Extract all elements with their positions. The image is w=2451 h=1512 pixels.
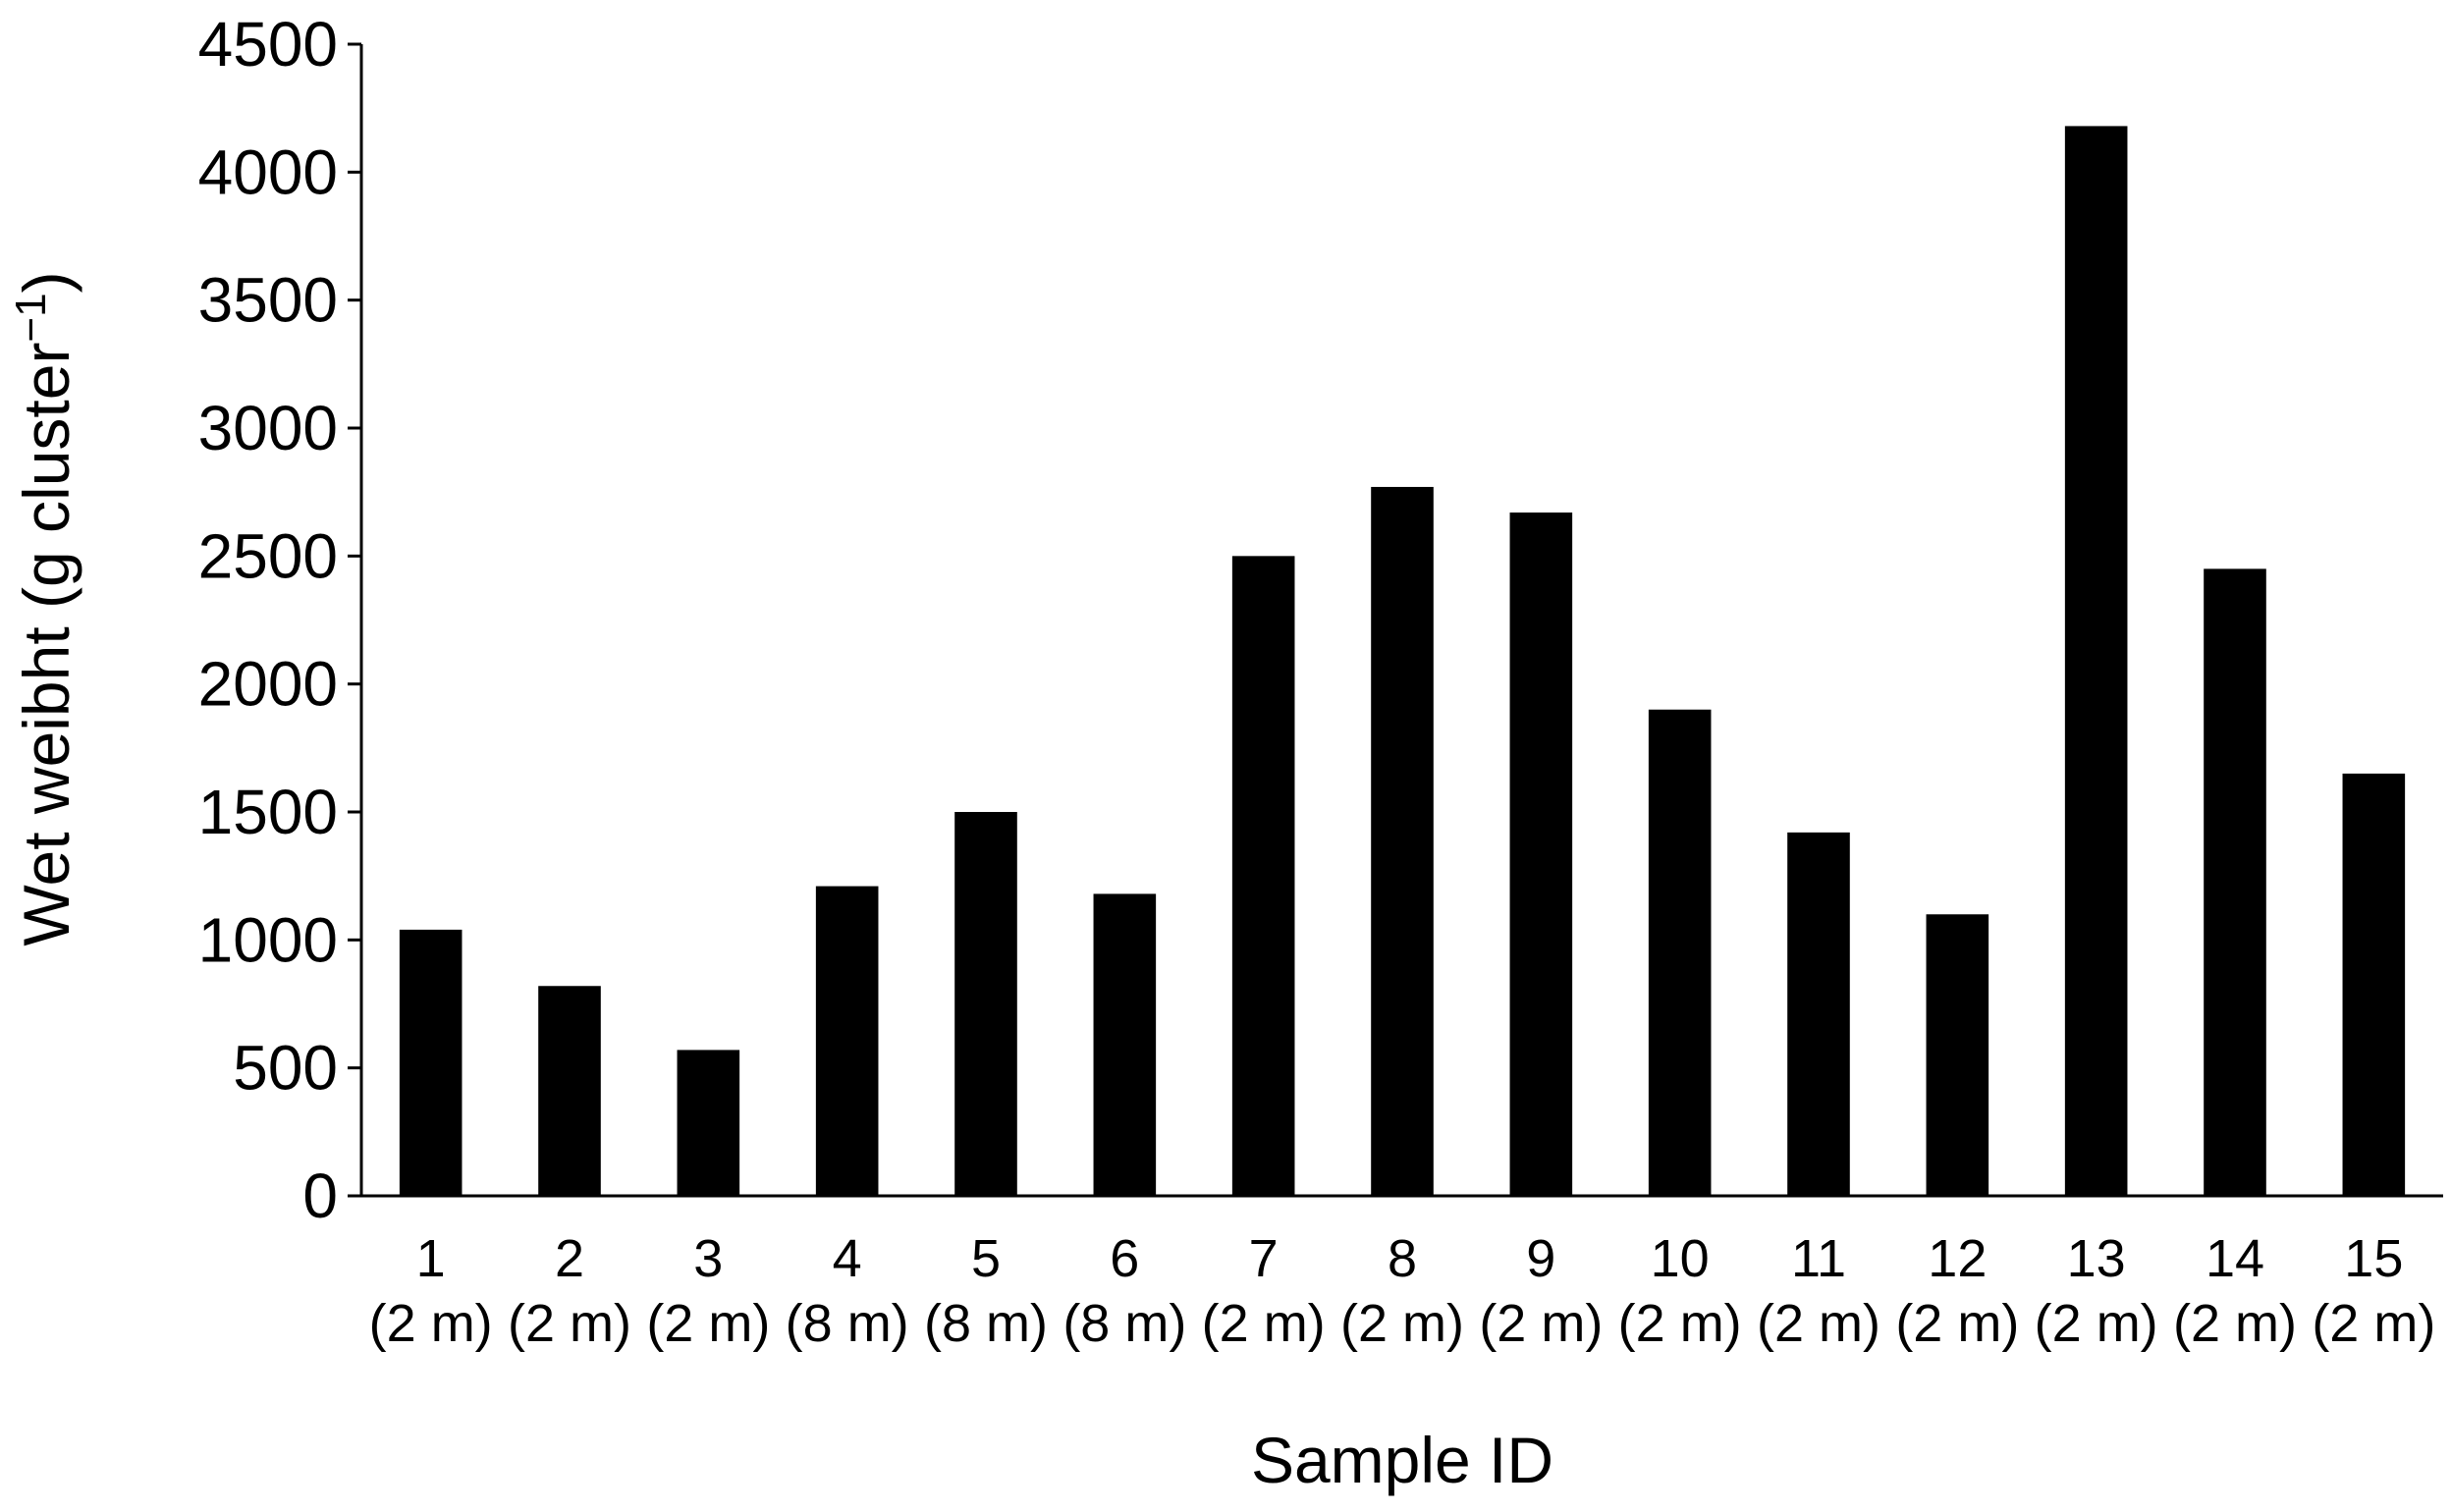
x-tick-label: 1 [416, 1229, 446, 1288]
bar-sample-4 [815, 886, 879, 1196]
x-tick-label: 11 [1791, 1229, 1846, 1288]
bar-sample-8 [1371, 486, 1434, 1196]
x-tick-label: 14 [2206, 1229, 2264, 1288]
x-tick-sublabel: (2 m) [508, 1294, 631, 1353]
bar-sample-2 [538, 986, 601, 1196]
bars [399, 126, 2406, 1196]
y-tick-label: 2000 [198, 649, 338, 720]
bar-sample-11 [1787, 832, 1850, 1196]
x-axis-title: Sample ID [1251, 1424, 1553, 1496]
x-tick-label: 9 [1526, 1229, 1555, 1288]
x-tick-label: 6 [1110, 1229, 1139, 1288]
x-tick-label: 12 [1928, 1229, 1987, 1288]
y-axis: 0 500 1000 1500 2000 2500 3000 3500 4000 4500 [198, 9, 363, 1231]
bar-sample-9 [1509, 513, 1573, 1196]
y-tick-label: 4000 [198, 136, 338, 207]
x-tick-sublabel: (2 m) [646, 1294, 770, 1353]
bar-sample-6 [1093, 893, 1157, 1196]
x-tick-label: 13 [2067, 1229, 2126, 1288]
x-tick-sublabel: (8 m) [1062, 1294, 1186, 1353]
x-tick-label: 7 [1249, 1229, 1279, 1288]
bar-sample-3 [677, 1050, 740, 1196]
x-tick-sublabel: (2 m) [1340, 1294, 1464, 1353]
y-tick-label: 3500 [198, 265, 338, 336]
bar-sample-12 [1926, 914, 1989, 1196]
y-tick-label: 1500 [198, 777, 338, 847]
x-tick-label: 15 [2344, 1229, 2403, 1288]
x-tick-sublabel: (2 m) [2312, 1294, 2435, 1353]
x-tick-label: 10 [1651, 1229, 1710, 1288]
y-tick-label: 1000 [198, 904, 338, 975]
x-tick-label: 5 [971, 1229, 1001, 1288]
x-tick-sublabel: (8 m) [786, 1294, 909, 1353]
x-tick-label: 8 [1388, 1229, 1417, 1288]
x-tick-sublabel: (2 m) [369, 1294, 493, 1353]
bar-sample-7 [1231, 556, 1295, 1196]
y-tick-label: 3000 [198, 393, 338, 463]
bar-sample-13 [2064, 126, 2128, 1196]
x-tick-label: 3 [693, 1229, 723, 1288]
x-tick-sublabel: (2 m) [1895, 1294, 2019, 1353]
x-tick-sublabel: (8 m) [924, 1294, 1048, 1353]
x-tick-sublabel: (2 m) [2173, 1294, 2297, 1353]
bar-sample-5 [954, 812, 1017, 1196]
x-tick-label: 4 [833, 1229, 862, 1288]
y-tick-label: 500 [233, 1033, 338, 1104]
y-axis-title-main: Wet weibht (g cluster [10, 343, 82, 946]
bar-sample-15 [2342, 773, 2406, 1196]
y-tick-label: 2500 [198, 520, 338, 591]
x-axis: 1 (2 m) 2 (2 m) 3 (2 m) 4 (8 m) 5 (8 m) 6 (8 m) 7 (2 … [361, 1194, 2443, 1353]
x-tick-sublabel: (2 m) [1757, 1294, 1880, 1353]
x-tick-sublabel: (2 m) [1479, 1294, 1603, 1353]
bar-sample-14 [2204, 568, 2266, 1196]
x-tick-sublabel: (2 m) [1202, 1294, 1326, 1353]
y-axis-title: Wet weibht (g cluster−1) [7, 271, 82, 945]
bar-sample-10 [1648, 709, 1712, 1196]
y-tick-label: 4500 [198, 9, 338, 80]
y-axis-title-suffix: ) [10, 271, 82, 293]
bar-sample-1 [399, 929, 463, 1196]
y-axis-title-superscript: −1 [7, 293, 55, 342]
x-tick-sublabel: (2 m) [2035, 1294, 2158, 1353]
x-tick-label: 2 [555, 1229, 584, 1288]
x-tick-sublabel: (2 m) [1618, 1294, 1742, 1353]
y-tick-label: 0 [302, 1161, 338, 1231]
